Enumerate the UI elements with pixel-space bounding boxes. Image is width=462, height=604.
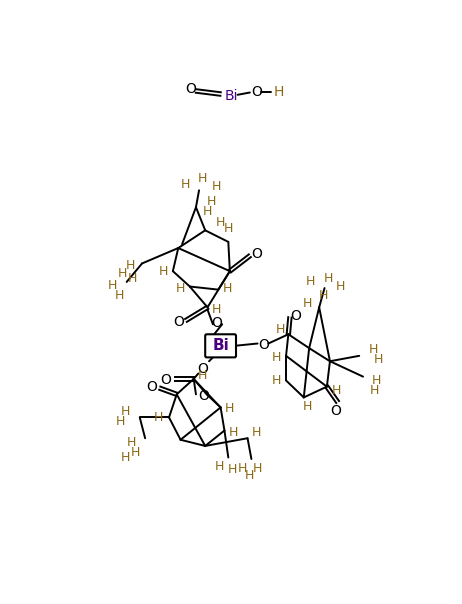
Text: H: H (203, 205, 212, 217)
Text: H: H (118, 267, 128, 280)
Text: H: H (368, 343, 378, 356)
Text: H: H (253, 462, 262, 475)
Text: H: H (126, 259, 135, 272)
Text: H: H (131, 446, 140, 458)
Text: H: H (225, 402, 235, 416)
Text: H: H (237, 462, 247, 475)
Text: H: H (212, 303, 221, 316)
Text: O: O (211, 316, 222, 330)
Text: H: H (272, 351, 281, 364)
Text: H: H (121, 405, 131, 418)
Text: H: H (374, 353, 383, 366)
Text: O: O (251, 85, 262, 98)
Text: H: H (207, 194, 216, 208)
Text: H: H (116, 415, 125, 428)
Text: Bi: Bi (225, 89, 238, 103)
Text: H: H (303, 400, 312, 413)
Text: O: O (251, 247, 262, 261)
Text: H: H (318, 289, 328, 302)
Text: O: O (197, 362, 208, 376)
FancyBboxPatch shape (205, 334, 236, 358)
Text: Bi: Bi (212, 338, 229, 353)
Text: H: H (128, 272, 138, 285)
Text: H: H (370, 384, 379, 397)
Text: H: H (198, 172, 207, 185)
Text: H: H (276, 323, 286, 336)
Text: H: H (324, 272, 333, 285)
Text: O: O (173, 315, 184, 329)
Text: H: H (245, 469, 255, 483)
Text: H: H (198, 368, 207, 382)
Text: H: H (153, 411, 163, 424)
Text: H: H (229, 426, 238, 439)
Text: H: H (272, 374, 281, 387)
Text: H: H (223, 281, 232, 295)
Text: H: H (114, 289, 124, 302)
Text: H: H (306, 275, 316, 289)
Text: H: H (214, 460, 224, 473)
Text: H: H (372, 374, 382, 387)
Text: O: O (160, 373, 171, 388)
Text: H: H (252, 426, 261, 439)
Text: H: H (211, 180, 221, 193)
Text: H: H (127, 435, 136, 449)
Text: H: H (331, 384, 341, 397)
Text: H: H (216, 216, 225, 229)
Text: H: H (108, 279, 117, 292)
Text: O: O (291, 309, 302, 323)
Text: O: O (198, 389, 209, 403)
Text: H: H (224, 222, 233, 236)
Text: H: H (176, 281, 185, 295)
Text: H: H (159, 265, 168, 278)
Text: O: O (331, 404, 341, 419)
Text: H: H (303, 297, 312, 310)
Text: O: O (185, 82, 196, 97)
Text: H: H (181, 178, 190, 191)
Text: O: O (258, 338, 269, 352)
Text: H: H (121, 451, 131, 464)
Text: H: H (227, 463, 237, 475)
Text: O: O (146, 380, 157, 394)
Text: H: H (335, 280, 345, 293)
Text: H: H (273, 85, 284, 98)
